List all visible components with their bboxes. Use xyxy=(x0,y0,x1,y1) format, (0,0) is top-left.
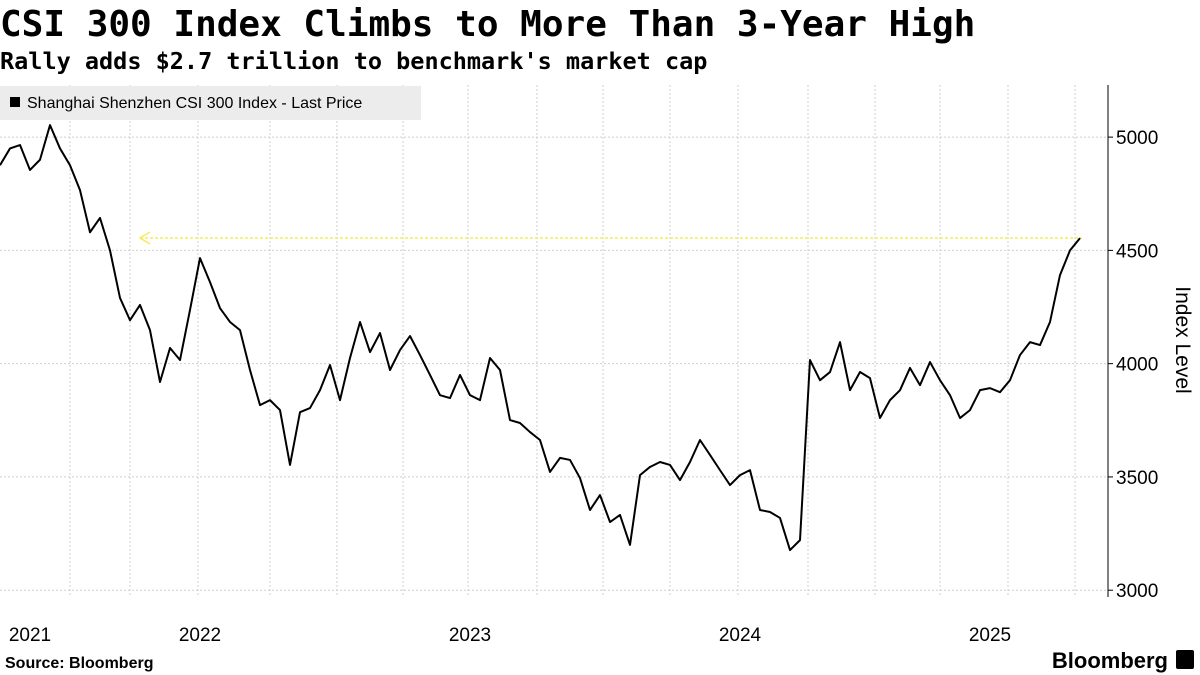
legend-label: Shanghai Shenzhen CSI 300 Index - Last P… xyxy=(27,95,362,112)
y-tick-label: 3500 xyxy=(1116,468,1158,489)
legend-swatch xyxy=(10,97,20,107)
source: Source: Bloomberg xyxy=(5,655,153,672)
x-tick-label: 2024 xyxy=(719,625,762,646)
y-tick-label: 5000 xyxy=(1116,128,1158,149)
price-line xyxy=(0,124,1081,552)
x-tick-label: 2025 xyxy=(969,625,1011,646)
y-tick-label: 3000 xyxy=(1116,581,1158,602)
chart-title: CSI 300 Index Climbs to More Than 3-Year… xyxy=(0,4,975,45)
x-tick-label: 2021 xyxy=(9,625,51,646)
chart-subtitle: Rally adds $2.7 trillion to benchmark's … xyxy=(0,47,707,75)
y-tick-label: 4000 xyxy=(1116,355,1158,376)
vertical-grid xyxy=(69,85,1076,597)
brand: Bloomberg xyxy=(1052,648,1168,673)
annotation-arrow xyxy=(138,231,151,245)
legend-box xyxy=(0,86,421,120)
y-tick-label: 4500 xyxy=(1116,241,1158,262)
brand-icon xyxy=(1176,650,1194,669)
y-axis-label: Index Level xyxy=(1171,286,1194,393)
x-tick-label: 2023 xyxy=(449,625,491,646)
x-tick-label: 2022 xyxy=(179,625,221,646)
